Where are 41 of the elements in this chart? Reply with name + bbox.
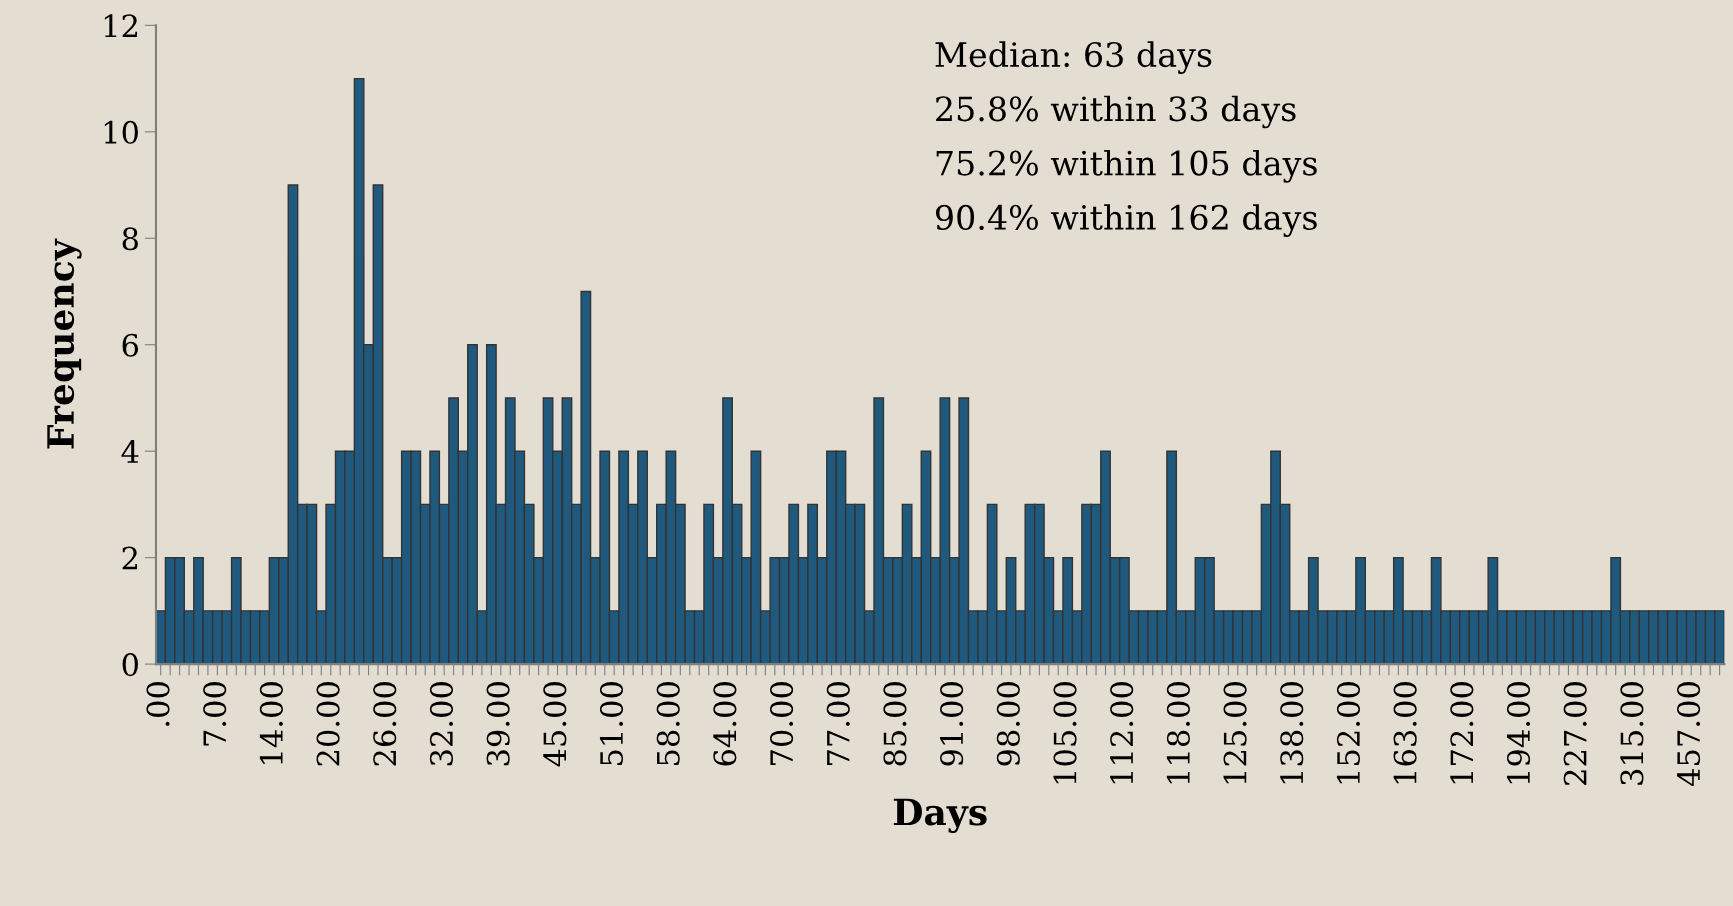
x-tick-label: 315.00 (1620, 682, 1644, 785)
x-tick-label: 98.00 (996, 682, 1020, 766)
annotation: Median: 63 days (935, 41, 1212, 75)
y-tick-label: 10 (104, 120, 138, 144)
x-tick-label: 45.00 (543, 682, 567, 767)
x-tick-label: 7.00 (203, 682, 227, 746)
x-tick-label: 118.00 (1166, 682, 1190, 784)
y-tick-label: 12 (104, 14, 137, 37)
y-tick-label: 4 (121, 440, 139, 463)
x-tick-label: 26.00 (373, 682, 397, 766)
x-axis-title: Days (893, 798, 987, 834)
x-tick-label: .00 (146, 682, 170, 726)
x-tick-label: 70.00 (770, 682, 794, 765)
x-tick-label: 39.00 (486, 682, 510, 766)
y-tick-label: 2 (122, 546, 137, 570)
x-tick-label: 77.00 (826, 682, 850, 765)
x-tick-label: 85.00 (883, 682, 907, 766)
x-tick-label: 20.00 (316, 682, 340, 766)
y-axis-title: Frequency (47, 238, 82, 449)
x-tick-label: 227.00 (1563, 682, 1587, 785)
x-tick-label: 91.00 (940, 682, 964, 766)
annotation: 75.2% within 105 days (936, 149, 1317, 183)
y-tick-label: 0 (122, 653, 138, 677)
x-tick-label: 58.00 (656, 682, 680, 765)
x-tick-label: 51.00 (599, 682, 624, 765)
annotation: 25.8% within 33 days (936, 95, 1296, 129)
x-tick-label: 194.00 (1506, 682, 1531, 784)
x-tick-label: 32.00 (429, 682, 453, 766)
x-tick-label: 14.00 (259, 682, 283, 764)
x-tick-label: 172.00 (1450, 682, 1474, 784)
x-tick-label: 163.00 (1393, 682, 1417, 784)
x-tick-label: 125.00 (1223, 682, 1247, 784)
y-tick-label: 6 (122, 333, 139, 357)
x-tick-label: 112.00 (1110, 682, 1134, 784)
x-tick-label: 64.00 (713, 682, 737, 766)
y-tick-label: 8 (122, 227, 138, 251)
x-tick-label: 105.00 (1053, 682, 1077, 784)
annotation: 90.4% within 162 days (935, 204, 1317, 237)
x-tick-label: 457.00 (1677, 682, 1701, 787)
x-tick-label: 138.00 (1280, 682, 1304, 784)
x-tick-label: 152.00 (1336, 682, 1361, 784)
